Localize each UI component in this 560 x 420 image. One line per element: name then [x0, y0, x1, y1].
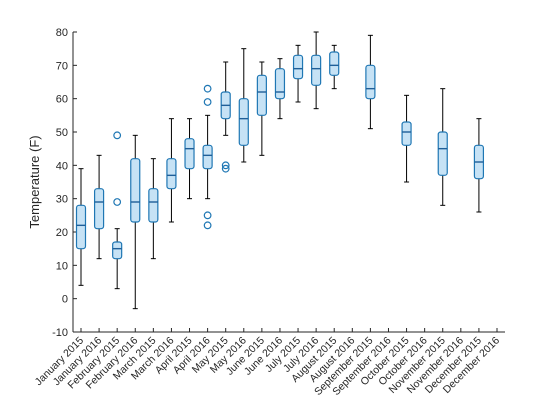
box-group	[311, 31, 322, 110]
box-group	[437, 88, 448, 206]
box	[148, 188, 159, 223]
y-tick-label: 0	[62, 294, 68, 306]
box	[437, 131, 448, 176]
box	[75, 204, 87, 250]
box	[93, 188, 105, 230]
outlier-point	[221, 164, 230, 173]
y-axis-label: Temperature (F)	[27, 135, 42, 228]
y-tick-label: 50	[56, 127, 68, 139]
box-group	[202, 84, 213, 230]
outlier-point	[203, 221, 212, 230]
box-group	[401, 94, 412, 183]
box-group	[238, 48, 249, 163]
box-group	[292, 44, 304, 103]
y-tick-label: 70	[56, 60, 68, 72]
y-tick-label: 30	[56, 194, 68, 206]
box	[365, 64, 376, 100]
y-tick-label: 10	[56, 260, 68, 272]
box	[166, 158, 177, 190]
box-group	[274, 58, 286, 120]
boxes	[75, 31, 485, 310]
outlier-point	[203, 84, 212, 93]
box	[401, 121, 412, 146]
box-group	[75, 168, 87, 286]
outlier-point	[113, 131, 122, 140]
outlier-point	[221, 161, 230, 170]
box	[274, 68, 286, 100]
box-group	[93, 154, 105, 260]
y-tick-label: 80	[56, 27, 68, 39]
box-group	[365, 34, 376, 130]
box-group	[220, 61, 231, 173]
box-group	[256, 61, 267, 156]
box	[329, 51, 340, 76]
box-group	[130, 134, 141, 310]
outlier-point	[203, 98, 212, 106]
box	[238, 98, 249, 146]
y-tick-label: -10	[52, 327, 68, 339]
y-tick-label: 60	[56, 94, 68, 106]
box-group	[148, 158, 159, 260]
y-tick-label: 20	[56, 227, 68, 239]
box	[130, 158, 141, 223]
box	[292, 54, 304, 80]
box-group	[166, 118, 177, 223]
box	[311, 54, 322, 86]
outlier-point	[203, 211, 212, 220]
box	[184, 138, 195, 170]
box-group	[184, 118, 195, 200]
box	[112, 241, 123, 260]
axes	[72, 32, 505, 333]
outlier-point	[113, 198, 122, 206]
box	[256, 74, 267, 116]
box	[202, 144, 213, 170]
box-group	[112, 131, 123, 290]
box-group	[329, 44, 340, 90]
box-group	[473, 118, 485, 213]
y-tick-label: 40	[56, 160, 68, 172]
y-ticks: -10 0 10 20 30 40 50 60 70 80	[52, 27, 77, 339]
